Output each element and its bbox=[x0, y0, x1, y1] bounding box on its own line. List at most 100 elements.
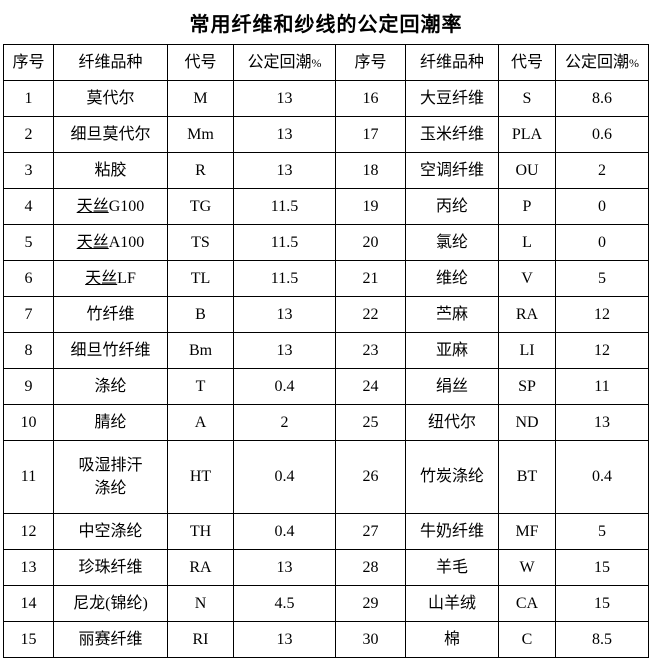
moisture-regain-cell: 11 bbox=[555, 368, 649, 405]
fiber-name-cell: 牛奶纤维 bbox=[405, 513, 499, 550]
fiber-name-cell: 绢丝 bbox=[405, 368, 499, 405]
row-number-cell: 8 bbox=[3, 332, 54, 369]
moisture-regain-cell: 0 bbox=[555, 224, 649, 261]
fiber-name-cell: 维纶 bbox=[405, 260, 499, 297]
fiber-name-cell: 腈纶 bbox=[53, 404, 168, 441]
proper-noun-underline: 天丝 bbox=[76, 197, 109, 215]
fiber-name-cell: 天丝G100 bbox=[53, 188, 168, 225]
row-number-cell: 10 bbox=[3, 404, 54, 441]
percent-sign: % bbox=[629, 55, 639, 70]
fiber-name-cell: 天丝A100 bbox=[53, 224, 168, 261]
fiber-name-cell: 羊毛 bbox=[405, 549, 499, 586]
fiber-code-cell: C bbox=[498, 621, 556, 658]
moisture-regain-cell: 0.4 bbox=[233, 368, 336, 405]
fiber-code-cell: S bbox=[498, 80, 556, 117]
fiber-name-cell: 空调纤维 bbox=[405, 152, 499, 189]
fiber-code-cell: RA bbox=[498, 296, 556, 333]
moisture-regain-cell: 8.5 bbox=[555, 621, 649, 658]
row-number-cell: 4 bbox=[3, 188, 54, 225]
header-moisture-regain: 公定回潮% bbox=[233, 44, 336, 81]
table-row: 7 竹纤维 B 13 22 苎麻 RA 12 bbox=[3, 296, 649, 333]
fiber-code-cell: RA bbox=[167, 549, 234, 586]
row-number-cell: 6 bbox=[3, 260, 54, 297]
fiber-code-cell: V bbox=[498, 260, 556, 297]
row-number-cell: 22 bbox=[335, 296, 406, 333]
row-number-cell: 23 bbox=[335, 332, 406, 369]
header-row-number: 序号 bbox=[3, 44, 54, 81]
fiber-name-cell: 天丝LF bbox=[53, 260, 168, 297]
row-number-cell: 2 bbox=[3, 116, 54, 153]
fiber-name-cell: 棉 bbox=[405, 621, 499, 658]
moisture-regain-cell: 13 bbox=[233, 621, 336, 658]
moisture-regain-cell: 0.4 bbox=[233, 513, 336, 550]
row-number-cell: 21 bbox=[335, 260, 406, 297]
table-row: 3 粘胶 R 13 18 空调纤维 OU 2 bbox=[3, 152, 649, 189]
table-row: 6 天丝LF TL 11.5 21 维纶 V 5 bbox=[3, 260, 649, 297]
fiber-name-cell: 珍珠纤维 bbox=[53, 549, 168, 586]
row-number-cell: 24 bbox=[335, 368, 406, 405]
fiber-name-cell: 纽代尔 bbox=[405, 404, 499, 441]
fiber-name-cell: 细旦竹纤维 bbox=[53, 332, 168, 369]
moisture-regain-cell: 15 bbox=[555, 549, 649, 586]
fiber-name-cell: 丽赛纤维 bbox=[53, 621, 168, 658]
table-row: 8 细旦竹纤维 Bm 13 23 亚麻 LI 12 bbox=[3, 332, 649, 369]
row-number-cell: 1 bbox=[3, 80, 54, 117]
moisture-regain-cell: 13 bbox=[233, 116, 336, 153]
fiber-code-cell: TS bbox=[167, 224, 234, 261]
moisture-regain-cell: 11.5 bbox=[233, 260, 336, 297]
row-number-cell: 5 bbox=[3, 224, 54, 261]
fiber-code-cell: L bbox=[498, 224, 556, 261]
header-fiber-name: 纤维品种 bbox=[53, 44, 168, 81]
table-row: 10 腈纶 A 2 25 纽代尔 ND 13 bbox=[3, 404, 649, 441]
moisture-regain-cell: 13 bbox=[555, 404, 649, 441]
fiber-code-cell: PLA bbox=[498, 116, 556, 153]
fiber-code-cell: HT bbox=[167, 440, 234, 514]
fiber-code-cell: CA bbox=[498, 585, 556, 622]
fiber-code-cell: N bbox=[167, 585, 234, 622]
row-number-cell: 15 bbox=[3, 621, 54, 658]
table-row: 13 珍珠纤维 RA 13 28 羊毛 W 15 bbox=[3, 549, 649, 586]
moisture-regain-cell: 0.6 bbox=[555, 116, 649, 153]
table-row: 15 丽赛纤维 RI 13 30 棉 C 8.5 bbox=[3, 621, 649, 658]
fiber-name-cell: 中空涤纶 bbox=[53, 513, 168, 550]
fiber-name-cell: 氯纶 bbox=[405, 224, 499, 261]
fiber-name-cell: 竹炭涤纶 bbox=[405, 440, 499, 514]
fiber-code-cell: TL bbox=[167, 260, 234, 297]
moisture-regain-cell: 0 bbox=[555, 188, 649, 225]
percent-sign: % bbox=[311, 55, 322, 70]
moisture-regain-cell: 2 bbox=[233, 404, 336, 441]
moisture-regain-cell: 12 bbox=[555, 296, 649, 333]
moisture-regain-cell: 4.5 bbox=[233, 585, 336, 622]
moisture-regain-cell: 13 bbox=[233, 549, 336, 586]
fiber-name-cell: 玉米纤维 bbox=[405, 116, 499, 153]
row-number-cell: 18 bbox=[335, 152, 406, 189]
fiber-name-cell: 苎麻 bbox=[405, 296, 499, 333]
row-number-cell: 14 bbox=[3, 585, 54, 622]
moisture-regain-cell: 15 bbox=[555, 585, 649, 622]
row-number-cell: 7 bbox=[3, 296, 54, 333]
proper-noun-underline: 天丝 bbox=[76, 233, 109, 251]
row-number-cell: 29 bbox=[335, 585, 406, 622]
fiber-code-cell: TH bbox=[167, 513, 234, 550]
header-moisture-regain: 公定回潮% bbox=[555, 44, 649, 81]
fiber-code-cell: M bbox=[167, 80, 234, 117]
fiber-code-cell: ND bbox=[498, 404, 556, 441]
fiber-code-cell: P bbox=[498, 188, 556, 225]
fiber-name-cell: 山羊绒 bbox=[405, 585, 499, 622]
row-number-cell: 17 bbox=[335, 116, 406, 153]
row-number-cell: 3 bbox=[3, 152, 54, 189]
moisture-regain-cell: 12 bbox=[555, 332, 649, 369]
fiber-name-cell: 丙纶 bbox=[405, 188, 499, 225]
fiber-code-cell: BT bbox=[498, 440, 556, 514]
moisture-regain-cell: 13 bbox=[233, 80, 336, 117]
table-body: 1 莫代尔 M 13 16 大豆纤维 S 8.6 2 细旦莫代尔 Mm 13 17 玉米纤维 PLA 0.6 3… bbox=[3, 80, 649, 658]
fiber-name-cell: 莫代尔 bbox=[53, 80, 168, 117]
fiber-code-cell: W bbox=[498, 549, 556, 586]
table-row: 14 尼龙(锦纶) N 4.5 29 山羊绒 CA 15 bbox=[3, 585, 649, 622]
row-number-cell: 30 bbox=[335, 621, 406, 658]
moisture-regain-cell: 11.5 bbox=[233, 224, 336, 261]
row-number-cell: 28 bbox=[335, 549, 406, 586]
moisture-regain-table: 序号 纤维品种 代号 公定回潮% 序号 纤维品种 代号 公定回潮% 1 莫代尔 M 13 16 大豆纤维… bbox=[3, 44, 649, 658]
fiber-code-cell: TG bbox=[167, 188, 234, 225]
